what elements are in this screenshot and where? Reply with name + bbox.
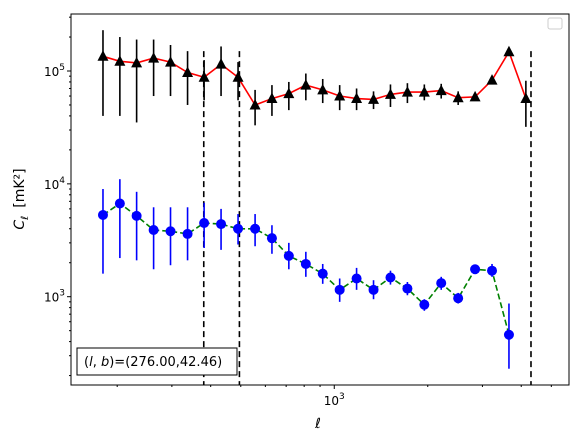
series-1-point-10 — [266, 233, 277, 244]
series-1-point-8 — [233, 223, 244, 234]
series-0-point-6 — [198, 71, 210, 82]
series-1-point-19 — [419, 299, 430, 310]
series-1-point-15 — [351, 273, 362, 284]
series-0-point-1 — [114, 55, 126, 66]
series-1-point-21 — [453, 293, 464, 304]
series-0-point-22 — [469, 90, 481, 102]
x-tick-label-0: 103 — [324, 392, 345, 408]
series-1-point-1 — [114, 198, 125, 209]
series-0-point-25 — [520, 92, 532, 104]
series-1-point-4 — [165, 226, 176, 237]
series-0-point-0 — [97, 50, 109, 61]
x-axis-label: ℓ — [314, 416, 321, 432]
series-1-point-23 — [487, 265, 498, 276]
series-0-point-14 — [334, 90, 346, 101]
series-0-point-13 — [317, 83, 329, 95]
series-1-point-0 — [97, 209, 108, 220]
series-1-point-3 — [148, 224, 159, 235]
series-1-point-12 — [300, 258, 311, 269]
legend-box — [547, 17, 563, 30]
series-1-point-14 — [334, 284, 345, 295]
annotation-text: (l, b)=(276.00,42.46) — [84, 355, 222, 370]
series-1-point-11 — [283, 250, 294, 261]
series-0-point-19 — [418, 86, 430, 97]
series-0-point-21 — [452, 91, 464, 103]
series-1-point-5 — [182, 228, 193, 239]
series-1-point-6 — [199, 217, 210, 228]
series-0-point-23 — [486, 74, 498, 85]
y-tick-label-2: 105 — [44, 63, 65, 79]
series-0-point-3 — [148, 52, 160, 63]
series-0-point-24 — [503, 45, 515, 57]
y-tick-label-1: 104 — [44, 176, 65, 192]
series-0-point-15 — [351, 92, 363, 104]
y-tick-label-0: 103 — [44, 289, 65, 305]
series-0-point-16 — [368, 93, 380, 104]
series-0-point-11 — [283, 87, 295, 99]
series-1-point-20 — [436, 278, 447, 289]
annotation-box: (l, b)=(276.00,42.46) — [76, 347, 238, 376]
series-0-point-10 — [266, 92, 278, 104]
y-axis-label: Cℓ[mK²] — [12, 168, 31, 229]
series-1-point-24 — [503, 329, 514, 340]
series-0-point-4 — [165, 56, 177, 67]
series-0-point-2 — [131, 56, 143, 68]
series-1-point-16 — [368, 284, 379, 295]
series-1-point-9 — [250, 223, 261, 234]
series-0-point-9 — [249, 98, 261, 110]
series-0-point-18 — [401, 86, 413, 97]
series-0-point-17 — [384, 88, 396, 99]
series-0-point-7 — [215, 58, 227, 69]
series-1-point-2 — [131, 210, 142, 221]
series-0-point-5 — [182, 66, 194, 77]
series-0-point-8 — [232, 71, 244, 82]
series-0-point-20 — [435, 84, 447, 96]
series-1-point-17 — [385, 272, 396, 283]
series-0-line — [102, 49, 527, 106]
series-1-point-18 — [402, 283, 413, 294]
plot-frame — [70, 13, 570, 386]
series-0-point-12 — [300, 79, 312, 90]
series-1-point-22 — [470, 264, 481, 275]
series-1-point-13 — [317, 268, 328, 279]
series-1-point-7 — [216, 219, 227, 230]
plot-layer — [97, 30, 532, 385]
